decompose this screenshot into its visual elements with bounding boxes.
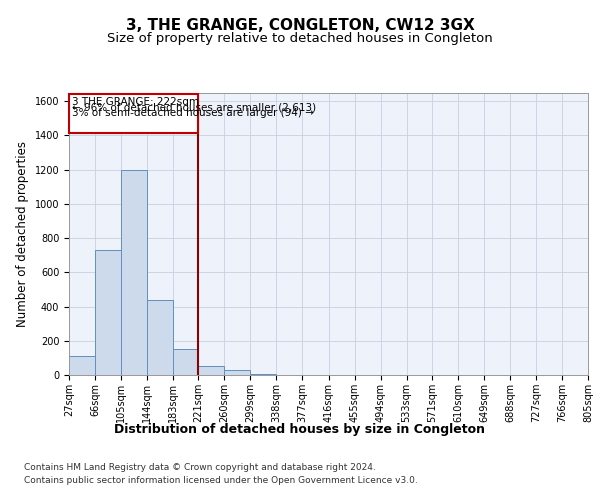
Bar bbox=[173, 350, 199, 375]
Bar bbox=[69, 356, 95, 375]
Bar bbox=[147, 300, 173, 375]
Text: ← 96% of detached houses are smaller (2,613): ← 96% of detached houses are smaller (2,… bbox=[71, 103, 316, 113]
Bar bbox=[95, 250, 121, 375]
Text: 3% of semi-detached houses are larger (94) →: 3% of semi-detached houses are larger (9… bbox=[71, 108, 314, 118]
Text: Size of property relative to detached houses in Congleton: Size of property relative to detached ho… bbox=[107, 32, 493, 45]
Text: Distribution of detached houses by size in Congleton: Distribution of detached houses by size … bbox=[115, 422, 485, 436]
Bar bbox=[224, 370, 250, 375]
Bar bbox=[199, 366, 224, 375]
Text: 3, THE GRANGE, CONGLETON, CW12 3GX: 3, THE GRANGE, CONGLETON, CW12 3GX bbox=[125, 18, 475, 32]
Text: 3 THE GRANGE: 222sqm: 3 THE GRANGE: 222sqm bbox=[71, 98, 199, 108]
Text: Contains public sector information licensed under the Open Government Licence v3: Contains public sector information licen… bbox=[24, 476, 418, 485]
Bar bbox=[250, 374, 277, 375]
Y-axis label: Number of detached properties: Number of detached properties bbox=[16, 141, 29, 327]
Bar bbox=[121, 170, 147, 375]
FancyBboxPatch shape bbox=[69, 94, 199, 132]
Text: Contains HM Land Registry data © Crown copyright and database right 2024.: Contains HM Land Registry data © Crown c… bbox=[24, 462, 376, 471]
